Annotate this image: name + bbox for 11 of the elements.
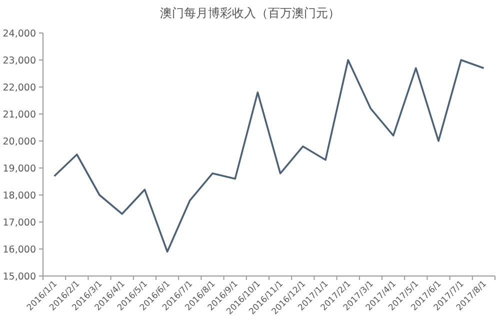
y-tick-label: 22,000 (2, 82, 36, 94)
y-tick-label: 15,000 (2, 272, 36, 282)
y-tick-label: 23,000 (2, 56, 36, 66)
y-tick-label: 19,000 (2, 164, 36, 174)
y-tick-label: 16,000 (2, 244, 36, 256)
y-tick-label: 17,000 (2, 218, 36, 228)
y-tick-label: 18,000 (2, 190, 36, 202)
y-tick-label: 24,000 (2, 28, 36, 40)
y-tick-label: 20,000 (2, 136, 36, 148)
y-tick-label: 21,000 (2, 110, 36, 120)
title: 澳门每月博彩收入（百万澳门元） (160, 6, 340, 20)
